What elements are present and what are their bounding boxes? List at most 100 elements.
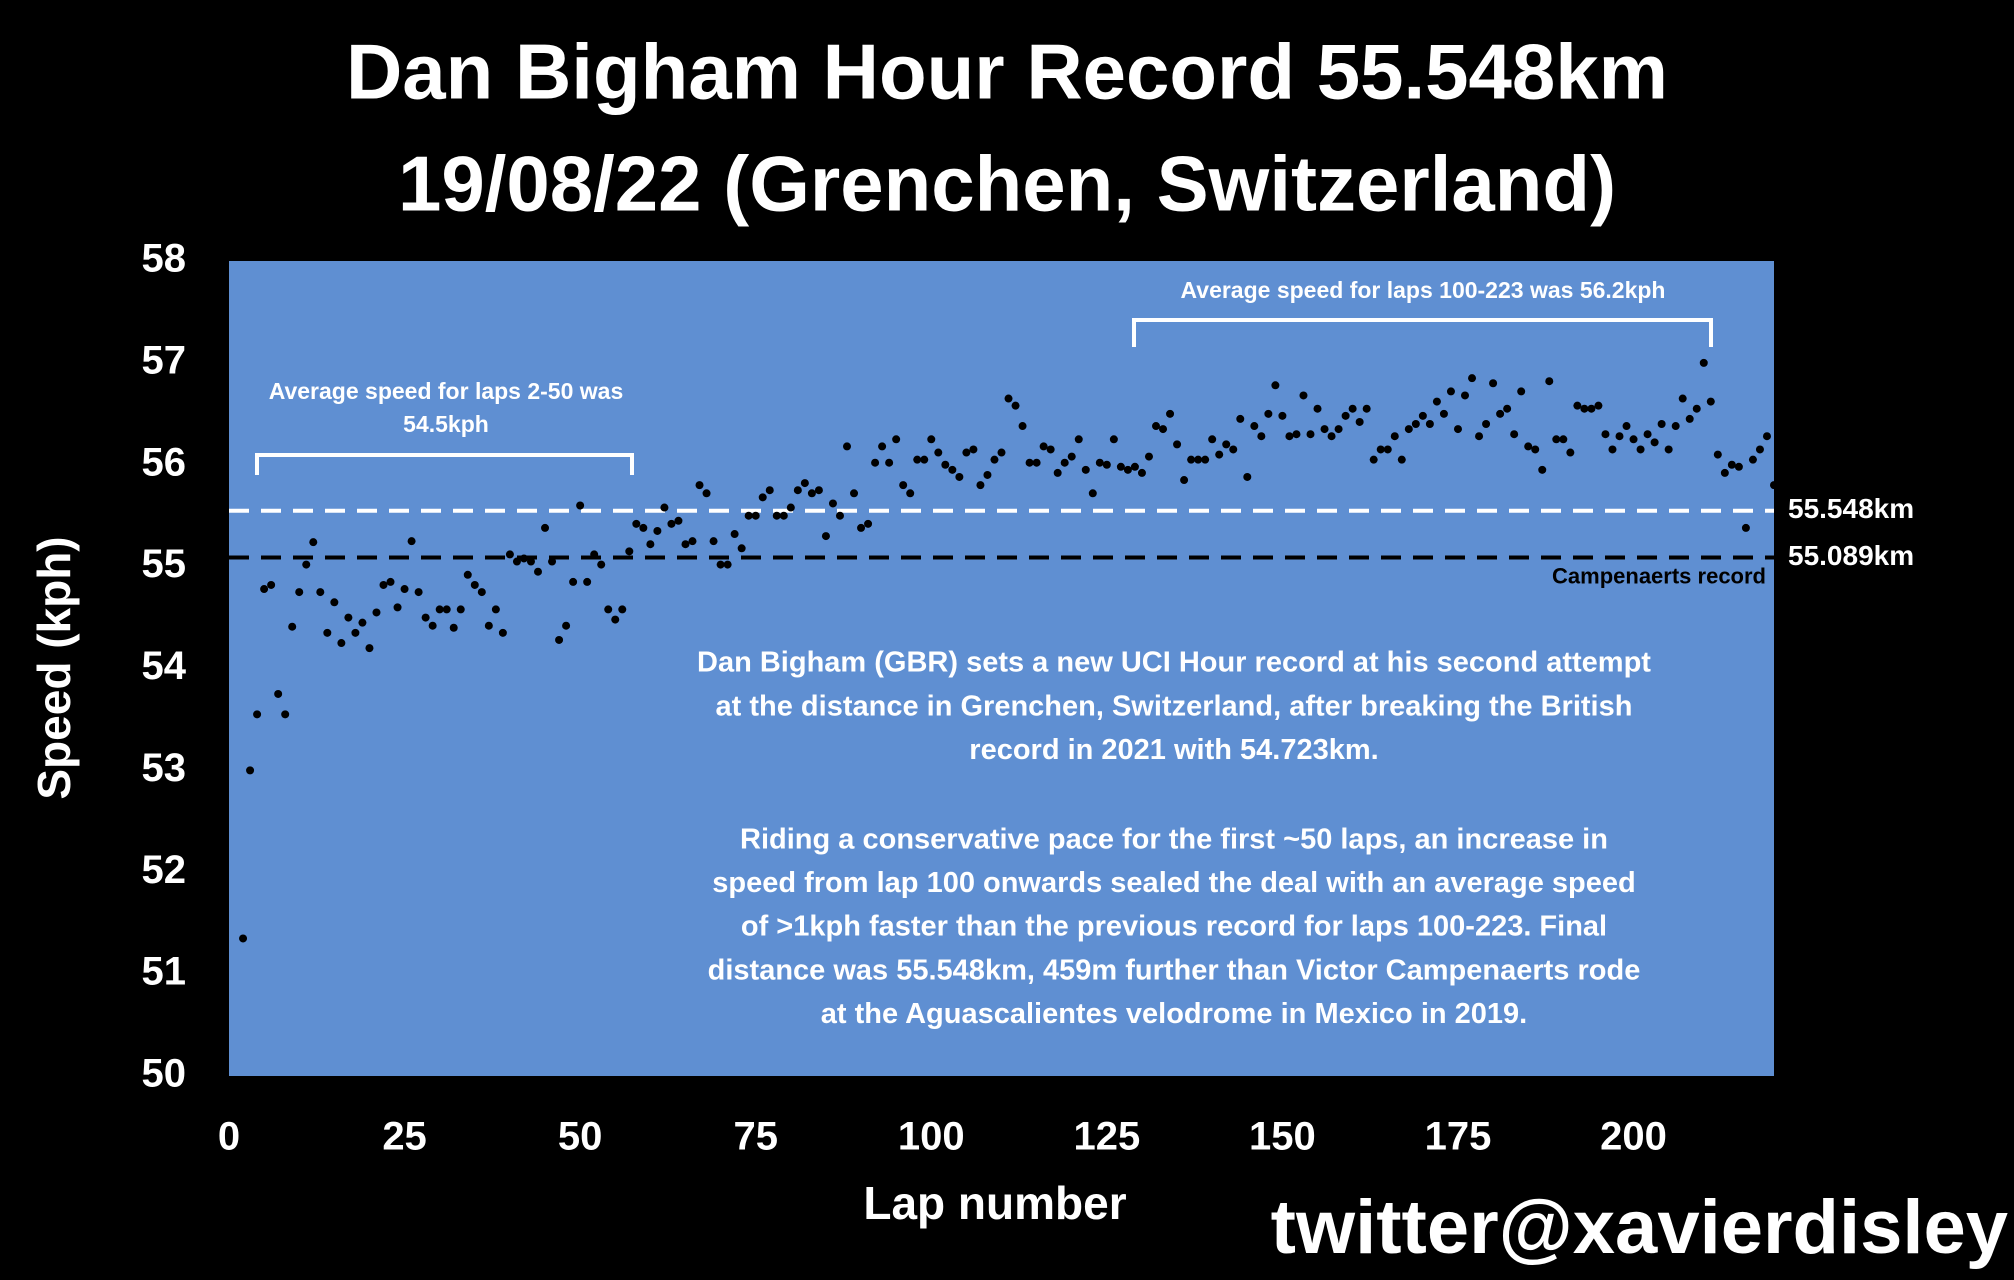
data-point [1685, 414, 1694, 423]
data-point [351, 628, 360, 637]
data-point [519, 554, 528, 563]
data-point [569, 577, 578, 586]
data-point [955, 472, 964, 481]
description-line: at the distance in Grenchen, Switzerland… [716, 690, 1633, 722]
data-point [1215, 450, 1224, 459]
data-point [555, 635, 564, 644]
data-point [323, 628, 332, 637]
data-point [772, 511, 781, 520]
data-point [1439, 409, 1448, 418]
data-point [1173, 440, 1182, 449]
data-point [1699, 358, 1708, 367]
data-point [1116, 462, 1125, 471]
data-point [288, 622, 297, 631]
data-point [709, 537, 718, 546]
data-point [302, 560, 311, 569]
data-point [1355, 417, 1364, 426]
data-point [407, 537, 416, 546]
data-point [1601, 430, 1610, 439]
reference-note: Campenaerts record [1552, 563, 1766, 588]
data-point [653, 526, 662, 535]
data-point [1489, 379, 1498, 388]
data-point [1257, 432, 1266, 441]
data-point [758, 493, 767, 502]
data-point [1482, 420, 1491, 428]
data-point [1552, 435, 1561, 444]
data-point [1243, 472, 1252, 481]
data-point [604, 605, 613, 614]
data-point [1418, 411, 1427, 420]
data-point [1025, 458, 1034, 467]
data-point [1643, 430, 1652, 439]
data-point [239, 934, 248, 943]
data-point [576, 501, 585, 510]
data-point [793, 486, 802, 495]
description-line: speed from lap 100 onwards sealed the de… [712, 867, 1636, 899]
data-point [1004, 394, 1013, 403]
data-point [674, 516, 683, 525]
data-point [1425, 420, 1434, 428]
data-point [1236, 414, 1245, 423]
data-point [850, 489, 859, 498]
data-point [885, 458, 894, 467]
data-point [1706, 397, 1715, 406]
data-point [1011, 401, 1020, 410]
data-point [1229, 445, 1238, 454]
data-point [1201, 455, 1210, 464]
data-point [583, 577, 592, 586]
data-point [660, 503, 669, 512]
data-point [892, 435, 901, 444]
data-point [1770, 481, 1778, 490]
reference-label: 55.548km [1788, 493, 1914, 524]
data-point [428, 621, 437, 630]
data-point [1748, 455, 1757, 464]
data-point [702, 489, 711, 498]
data-point [1313, 404, 1322, 413]
data-point [611, 615, 620, 624]
data-point [421, 613, 430, 622]
data-point [1664, 445, 1673, 454]
data-point [372, 608, 381, 617]
data-point [913, 455, 922, 464]
data-point [1755, 445, 1764, 454]
data-point [1397, 455, 1406, 464]
x-tick-label: 25 [382, 1115, 427, 1159]
data-point [1573, 401, 1582, 410]
data-point [1692, 404, 1701, 413]
data-point [744, 511, 753, 520]
data-point [1762, 432, 1771, 441]
data-point [1720, 468, 1729, 477]
data-point [267, 580, 276, 589]
data-point [997, 448, 1006, 457]
data-point [835, 511, 844, 520]
data-point [646, 540, 655, 549]
data-point [400, 585, 409, 594]
data-point [1524, 442, 1533, 451]
data-point [1348, 404, 1357, 413]
data-point [1088, 489, 1097, 498]
x-tick-label: 200 [1600, 1115, 1667, 1159]
description-line: of >1kph faster than the previous record… [741, 911, 1607, 943]
description-line: Riding a conservative pace for the first… [740, 823, 1608, 855]
data-point [786, 503, 795, 512]
reference-label: 55.089km [1788, 540, 1914, 571]
y-tick-label: 53 [142, 746, 187, 790]
data-point [667, 519, 676, 528]
data-point [1432, 397, 1441, 406]
data-point [1678, 394, 1687, 403]
data-point [1510, 430, 1519, 439]
data-point [1594, 401, 1603, 410]
data-point [864, 519, 873, 528]
data-point [1250, 422, 1259, 431]
data-point [857, 523, 866, 532]
data-point [1166, 409, 1175, 418]
data-point [491, 605, 500, 614]
data-point [1538, 465, 1547, 474]
data-point [484, 621, 493, 630]
data-point [1411, 420, 1420, 428]
data-point [1390, 432, 1399, 441]
data-point [1292, 430, 1301, 439]
data-point [828, 499, 837, 508]
data-point [1123, 465, 1132, 474]
